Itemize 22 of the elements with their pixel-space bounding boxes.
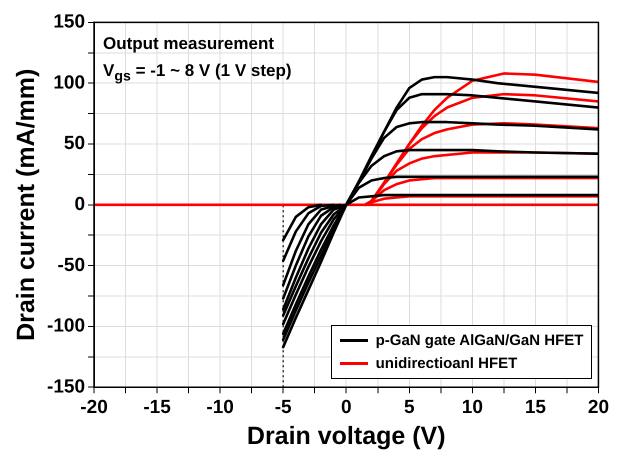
x-tick-label: -20 <box>80 396 108 418</box>
y-tick-label: -100 <box>46 316 86 337</box>
x-tick-label: 20 <box>588 396 610 418</box>
x-tick-label: -5 <box>274 396 292 418</box>
x-tick-label: 10 <box>462 396 483 418</box>
x-axis-title: Drain voltage (V) <box>246 422 446 450</box>
legend-label: unidirectioanl HFET <box>376 354 518 374</box>
x-tick-label: 5 <box>404 396 415 418</box>
x-tick-label: -10 <box>206 396 234 418</box>
annotation: V$_{gs}$ = -1 ~ 8 V (1 V step) <box>103 60 292 87</box>
y-tick-label: 0 <box>74 194 86 216</box>
y-tick-label: 100 <box>53 72 86 94</box>
y-axis-title: Drain current (mA/mm) <box>12 68 40 341</box>
y-tick-label: -150 <box>46 376 86 398</box>
y-tick-label: 50 <box>64 133 86 154</box>
legend-label: p-GaN gate AlGaN/GaN HFET <box>376 331 584 352</box>
x-tick-label: -15 <box>143 396 172 418</box>
x-tick-label: 15 <box>524 396 546 418</box>
y-tick-label: 150 <box>53 12 86 33</box>
annotation: Output measurement <box>103 33 275 56</box>
y-tick-label: -50 <box>58 254 86 276</box>
x-tick-label: 0 <box>340 396 352 418</box>
